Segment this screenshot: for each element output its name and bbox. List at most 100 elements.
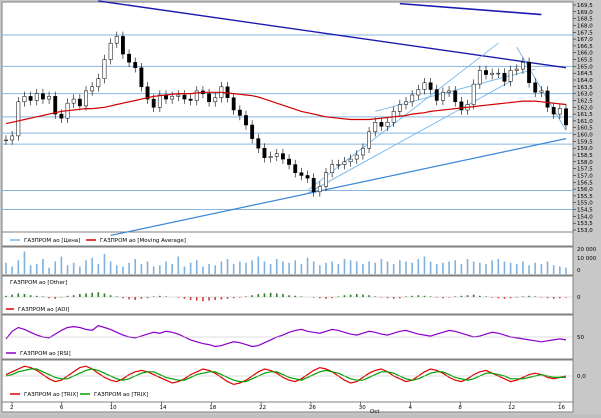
candle-body: [447, 90, 452, 93]
x-axis-tick-label: 12: [508, 405, 515, 411]
other-bar: [140, 297, 143, 299]
candle-body: [348, 158, 353, 163]
other-bar: [54, 297, 57, 299]
other-bar: [355, 294, 358, 297]
candle-body: [40, 93, 45, 100]
price-axis-ticks: 169,5169,0168,5168,0167,5167,0166,5166,0…: [573, 3, 593, 234]
volume-bar: [423, 256, 426, 274]
price-axis-tick-label: 164,5: [577, 71, 593, 77]
other-bar: [534, 296, 537, 297]
price-axis-tick-label: 167,0: [577, 37, 593, 43]
candle-body: [108, 42, 113, 60]
volume-bar: [417, 259, 420, 274]
other-bar: [214, 297, 217, 300]
candle-body: [551, 107, 556, 115]
candle-body: [207, 93, 212, 103]
candle-body: [416, 89, 421, 96]
other-bar: [115, 296, 118, 297]
other-bar: [257, 294, 260, 297]
x-axis-tick-label: 16: [558, 405, 565, 411]
volume-panel: [1, 246, 574, 276]
trix-legend: ГАЗПРОМ ао [TRIX] ГАЗПРОМ ао [TRIX]: [10, 392, 148, 398]
price-axis-tick-label: 154,5: [577, 208, 593, 214]
volume-bar: [202, 266, 204, 274]
volume-bar: [263, 261, 266, 274]
volume-bar: [485, 264, 487, 274]
other-bar: [325, 297, 327, 299]
other-bar: [331, 297, 333, 299]
other-bar: [294, 295, 297, 297]
other-bar: [386, 297, 389, 299]
other-histogram: [2, 292, 573, 302]
candle-body: [96, 78, 101, 88]
candle-body: [102, 59, 107, 79]
x-axis-tick-label: 22: [259, 405, 266, 411]
price-axis-tick-label: 163,0: [577, 92, 593, 98]
candle-body: [176, 94, 181, 97]
volume-bar: [503, 261, 506, 274]
candle-body: [336, 164, 341, 166]
volume-bar: [140, 264, 143, 274]
volume-bar: [306, 257, 309, 274]
volume-bar: [208, 264, 210, 274]
volume-bar: [275, 259, 278, 274]
volume-bar: [325, 262, 327, 274]
other-bar: [152, 296, 155, 297]
rsi-line: [5, 324, 567, 348]
price-axis-tick-label: 169,5: [577, 3, 593, 9]
x-axis-strip: [1, 401, 574, 413]
candle-body: [47, 96, 52, 100]
volume-bar: [282, 261, 284, 274]
candle-body: [440, 92, 445, 101]
candle-body: [385, 122, 390, 127]
other-bar: [72, 295, 75, 297]
candle-body: [4, 139, 8, 142]
other-bar: [435, 297, 438, 298]
other-bar: [423, 295, 426, 297]
candle-body: [360, 147, 365, 156]
other-bar: [429, 296, 432, 297]
other-bar: [411, 295, 413, 297]
trix-legend-label-2: ГАЗПРОМ ао [TRIX]: [94, 392, 148, 398]
volume-bar: [152, 266, 155, 274]
x-axis-tick-label: 8: [458, 405, 462, 411]
volume-bars: [5, 251, 567, 274]
candle-body: [502, 72, 507, 82]
candle-body: [311, 177, 316, 193]
volume-bar: [122, 266, 124, 274]
volume-bar: [528, 265, 530, 274]
rsi-axis-label: 50: [577, 335, 584, 341]
candle-body: [477, 70, 482, 85]
other-bar: [85, 293, 87, 297]
x-axis-tick-label: 6: [60, 405, 64, 411]
price-grid: [2, 34, 573, 211]
other-bar: [91, 292, 93, 297]
candle-body: [471, 83, 476, 105]
volume-bar: [337, 264, 340, 274]
candle-body: [22, 96, 27, 103]
price-axis-tick-label: 156,0: [577, 187, 593, 193]
other-bar: [399, 297, 401, 299]
volume-bar: [300, 264, 303, 274]
volume-bar: [466, 259, 469, 274]
volume-bar: [11, 266, 13, 274]
other-bar: [509, 297, 512, 299]
candle-body: [330, 164, 335, 173]
other-bar: [11, 294, 13, 297]
other-bar: [522, 296, 524, 297]
price-legend: ГАЗПРОМ ао [Цена] ГАЗПРОМ ао [Moving Ave…: [10, 238, 186, 244]
volume-bar: [294, 260, 297, 274]
volume-bar: [288, 262, 290, 274]
candle-body: [422, 82, 427, 90]
volume-bar: [232, 264, 235, 274]
volume-bar: [146, 261, 149, 274]
volume-bar: [42, 259, 44, 274]
other-bar: [226, 297, 229, 299]
other-bar: [128, 297, 130, 300]
volume-axis-label: 10 000: [577, 256, 597, 262]
other-bar: [66, 295, 69, 297]
candle-body: [367, 131, 372, 149]
other-bar: [282, 294, 284, 297]
ma-legend-label: ГАЗПРОМ ао [Moving Average]: [100, 238, 186, 244]
candle-body: [71, 98, 76, 104]
